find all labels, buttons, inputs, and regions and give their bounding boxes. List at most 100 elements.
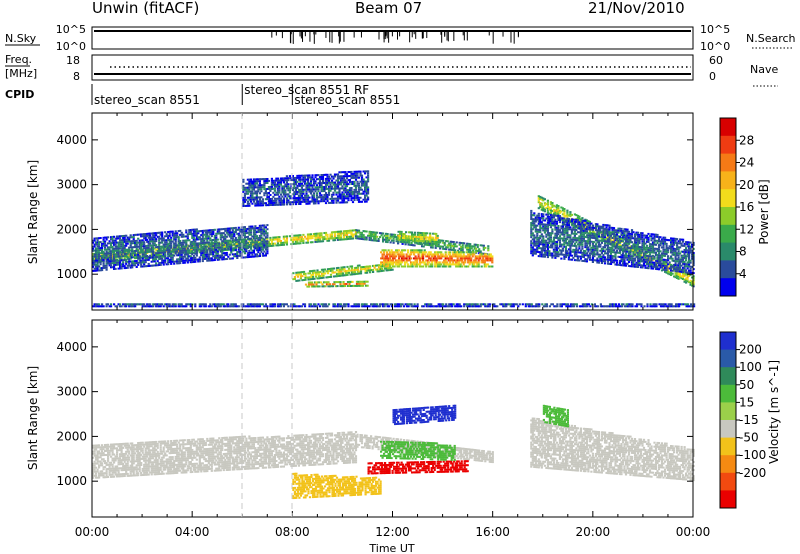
- echo-cell: [308, 272, 312, 275]
- echo-cell: [186, 239, 189, 242]
- echo-cell: [530, 248, 533, 251]
- echo-cell: [367, 186, 370, 189]
- echo-cell: [367, 269, 370, 272]
- echo-cell: [537, 237, 540, 239]
- echo-cell: [366, 269, 369, 272]
- echo-cell: [555, 236, 558, 239]
- echo-cell: [437, 255, 440, 258]
- echo-cell: [110, 236, 113, 239]
- echo-cell: [356, 198, 359, 201]
- echo-cell: [254, 204, 257, 207]
- echo-cell: [307, 276, 310, 279]
- echo-cell: [239, 228, 242, 231]
- echo-cell: [435, 234, 438, 237]
- echo-cell: [564, 220, 567, 223]
- echo-cell: [554, 222, 557, 225]
- echo-cell: [315, 240, 319, 243]
- echo-cell: [318, 238, 322, 241]
- echo-cell: [246, 202, 249, 205]
- echo-cell: [321, 178, 325, 180]
- echo-cell: [370, 239, 373, 242]
- echo-cell: [99, 247, 102, 250]
- echo-cell: [147, 234, 150, 237]
- echo-cell: [209, 237, 212, 240]
- echo-cell: [479, 250, 482, 253]
- echo-cell: [258, 247, 261, 249]
- echo-cell: [423, 251, 426, 254]
- echo-cell: [336, 181, 340, 184]
- echo-cell: [576, 224, 579, 227]
- echo-cell: [341, 181, 344, 184]
- echo-cell: [117, 249, 120, 252]
- echo-cell: [539, 251, 542, 254]
- echo-cell: [418, 240, 421, 242]
- echo-cell: [540, 206, 543, 209]
- echo-cell: [177, 248, 180, 251]
- echo-cell: [156, 231, 159, 234]
- echo-cell: [487, 245, 490, 248]
- echo-cell: [159, 233, 162, 236]
- echo-cell: [347, 237, 350, 240]
- echo-cell: [243, 244, 246, 247]
- echo-cell: [315, 196, 319, 199]
- echo-cell: [180, 256, 183, 258]
- echo-cell: [420, 242, 423, 245]
- echo-cell: [437, 261, 440, 264]
- echo-cell: [252, 188, 255, 191]
- echo-cell: [555, 249, 558, 251]
- echo-cell: [266, 198, 269, 201]
- echo-cell: [540, 227, 543, 230]
- echo-cell: [317, 238, 320, 241]
- echo-cell: [534, 226, 537, 229]
- echo-cell: [414, 259, 417, 262]
- echo-cell: [258, 245, 261, 248]
- echo-cell: [455, 245, 458, 248]
- echo-cell: [263, 246, 266, 249]
- freq-label: Freq.: [5, 53, 32, 66]
- echo-cell: [543, 239, 546, 242]
- echo-cell: [101, 242, 104, 245]
- echo-cell: [395, 261, 398, 264]
- echo-cell: [365, 176, 368, 179]
- echo-cell: [309, 281, 312, 284]
- echo-cell: [156, 252, 159, 255]
- echo-cell: [299, 190, 302, 193]
- echo-cell: [282, 191, 285, 194]
- echo-cell: [343, 274, 346, 277]
- echo-cell: [344, 183, 347, 186]
- echo-cell: [342, 197, 346, 200]
- echo-cell: [389, 237, 392, 240]
- echo-cell: [372, 269, 375, 271]
- echo-cell: [329, 235, 332, 238]
- echo-cell: [171, 232, 174, 235]
- echo-cell: [342, 199, 346, 202]
- echo-cell: [228, 231, 231, 234]
- echo-cell: [338, 189, 341, 192]
- echo-cell: [431, 265, 434, 268]
- echo-cell: [264, 252, 267, 255]
- echo-cell: [203, 243, 206, 246]
- echo-cell: [348, 171, 352, 173]
- echo-cell: [326, 200, 329, 202]
- echo-cell: [297, 176, 300, 179]
- echo-cell: [260, 178, 263, 181]
- echo-cell: [260, 248, 263, 251]
- echo-cell: [360, 178, 364, 181]
- echo-cell: [440, 263, 443, 266]
- echo-cell: [621, 237, 625, 240]
- echo-cell: [317, 275, 321, 278]
- echo-cell: [263, 234, 266, 237]
- echo-cell: [230, 245, 233, 248]
- echo-cell: [308, 174, 311, 177]
- echo-cell: [111, 238, 114, 240]
- echo-cell: [392, 239, 395, 242]
- echo-cell: [327, 189, 331, 192]
- echo-cell: [185, 243, 188, 246]
- echo-cell: [530, 234, 533, 237]
- echo-cell: [391, 233, 394, 236]
- echo-cell: [215, 244, 218, 247]
- echo-cell: [114, 239, 117, 242]
- echo-cell: [308, 202, 311, 205]
- echo-cell: [177, 254, 180, 257]
- echo-cell: [165, 243, 168, 246]
